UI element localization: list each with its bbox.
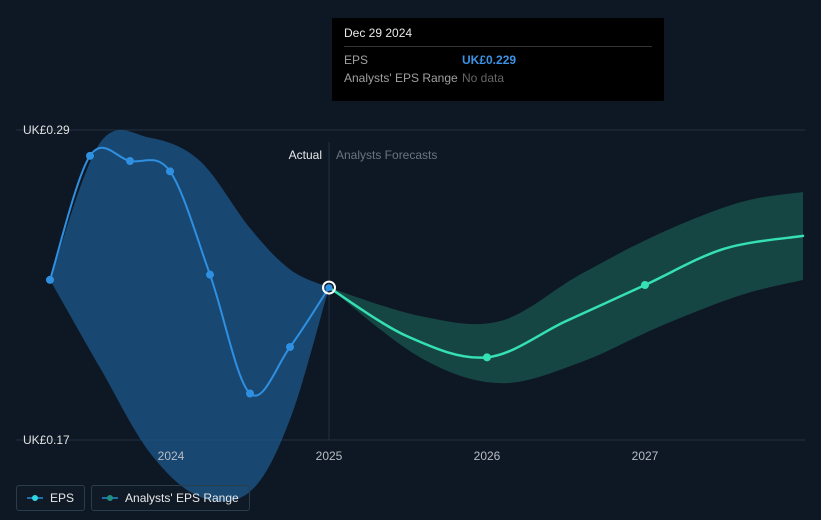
legend: EPS Analysts' EPS Range xyxy=(16,485,250,511)
y-axis-label: UK£0.17 xyxy=(23,433,70,447)
x-axis-label: 2027 xyxy=(632,449,659,463)
eps-chart: Dec 29 2024 EPSUK£0.229Analysts' EPS Ran… xyxy=(0,0,821,520)
eps-actual-marker xyxy=(206,271,214,279)
eps-actual-marker xyxy=(286,343,294,351)
eps-actual-marker xyxy=(246,390,254,398)
legend-item[interactable]: Analysts' EPS Range xyxy=(91,485,250,511)
hover-tooltip: Dec 29 2024 EPSUK£0.229Analysts' EPS Ran… xyxy=(332,18,664,101)
region-label-actual: Actual xyxy=(289,148,322,162)
legend-swatch-icon xyxy=(27,493,43,503)
region-label-forecast: Analysts Forecasts xyxy=(336,148,437,162)
eps-actual-marker xyxy=(166,167,174,175)
eps-range-actual xyxy=(50,130,329,502)
tooltip-row-value: UK£0.229 xyxy=(462,51,652,69)
eps-actual-marker xyxy=(46,276,54,284)
x-axis-label: 2025 xyxy=(316,449,343,463)
hover-marker-dot xyxy=(326,284,333,291)
eps-range-forecast xyxy=(329,192,803,383)
legend-label: EPS xyxy=(50,491,74,505)
tooltip-row-value: No data xyxy=(462,69,652,87)
tooltip-date: Dec 29 2024 xyxy=(344,26,652,40)
eps-forecast-marker xyxy=(483,353,491,361)
eps-actual-marker xyxy=(126,157,134,165)
y-axis-label: UK£0.29 xyxy=(23,123,70,137)
eps-forecast-marker xyxy=(641,281,649,289)
x-axis-label: 2024 xyxy=(158,449,185,463)
legend-label: Analysts' EPS Range xyxy=(125,491,239,505)
x-axis-label: 2026 xyxy=(474,449,501,463)
legend-item[interactable]: EPS xyxy=(16,485,85,511)
eps-actual-marker xyxy=(86,152,94,160)
tooltip-row-label: EPS xyxy=(344,51,462,69)
legend-swatch-icon xyxy=(102,493,118,503)
tooltip-row-label: Analysts' EPS Range xyxy=(344,69,462,87)
